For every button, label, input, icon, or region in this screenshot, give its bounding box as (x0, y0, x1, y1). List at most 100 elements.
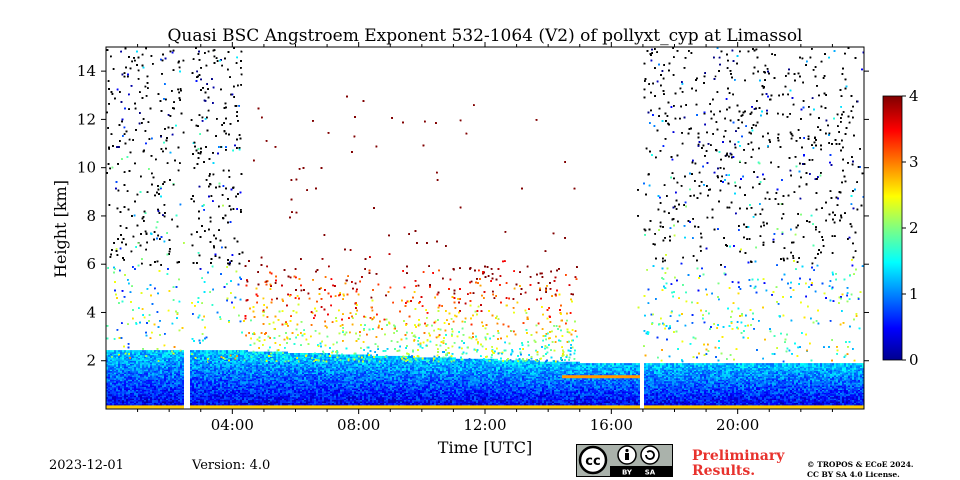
heatmap-cell (154, 400, 156, 403)
heatmap-cell (118, 395, 120, 398)
heatmap-cell (164, 366, 166, 369)
heatmap-cell (118, 392, 120, 395)
heatmap-cell (222, 371, 224, 374)
heatmap-cell (174, 374, 176, 377)
heatmap-cell (236, 371, 238, 374)
heatmap-cell (130, 363, 132, 366)
heatmap-cell (134, 377, 136, 380)
heatmap-cell (198, 355, 200, 359)
heatmap-cell (214, 354, 216, 357)
heatmap-cell (222, 395, 224, 398)
heatmap-cell (194, 371, 196, 374)
heatmap-cell (214, 389, 216, 392)
heatmap-cell (204, 396, 206, 399)
heatmap-cell (216, 384, 218, 388)
heatmap-cell (162, 396, 164, 399)
heatmap-cell (120, 377, 122, 380)
heatmap-cell (130, 357, 132, 360)
heatmap-cell (210, 358, 212, 361)
heatmap-cell (132, 387, 134, 390)
heatmap-cell (172, 383, 174, 386)
heatmap-cell (202, 360, 204, 363)
heatmap-cell (192, 374, 194, 377)
heatmap-cell (228, 397, 230, 401)
heatmap-cell (120, 389, 122, 392)
heatmap-cell (150, 379, 152, 382)
heatmap-cell (206, 379, 208, 382)
heatmap-cell (196, 390, 198, 393)
heatmap-cell (118, 380, 120, 383)
heatmap-cell (152, 387, 154, 390)
heatmap-cell (232, 402, 234, 405)
heatmap-cell (108, 400, 110, 403)
heatmap-cell (226, 353, 228, 356)
heatmap-cell (174, 392, 176, 395)
heatmap-cell (254, 363, 256, 366)
heatmap-cell (230, 376, 232, 379)
heatmap-cell (158, 390, 160, 393)
heatmap-cell (198, 390, 200, 393)
heatmap-cell (112, 357, 114, 360)
heatmap-cell (124, 387, 126, 390)
heatmap-cell (146, 384, 148, 388)
heatmap-cell (190, 377, 192, 380)
heatmap-cell (196, 377, 198, 380)
heatmap-cell (142, 382, 144, 385)
heatmap-cell (152, 400, 154, 403)
heatmap-cell (328, 353, 330, 356)
heatmap-cell (232, 355, 234, 359)
heatmap-cell (210, 384, 212, 388)
heatmap-cell (194, 370, 196, 373)
heatmap-cell (176, 387, 178, 390)
heatmap-cell (250, 368, 252, 372)
heatmap-cell (190, 402, 192, 405)
heatmap-cell (166, 403, 168, 406)
heatmap-cell (110, 400, 112, 403)
heatmap-cell (152, 366, 154, 369)
heatmap-cell (242, 364, 244, 367)
heatmap-cell (256, 405, 258, 409)
heatmap-cell (180, 382, 182, 385)
heatmap-cell (162, 395, 164, 398)
heatmap-cell (208, 376, 210, 379)
heatmap-cell (198, 379, 200, 382)
heatmap-cell (198, 357, 200, 360)
heatmap-cell (360, 405, 362, 409)
heatmap-cell (224, 400, 226, 403)
heatmap-cell (118, 377, 120, 380)
heatmap-cell (162, 364, 164, 367)
heatmap-cell (212, 380, 214, 383)
heatmap-cell (226, 380, 228, 383)
heatmap-cell (144, 376, 146, 379)
heatmap-cell (108, 360, 110, 363)
heatmap-cell (154, 396, 156, 399)
heatmap-cell (152, 396, 154, 399)
heatmap-cell (112, 360, 114, 363)
heatmap-cell (180, 397, 182, 401)
heatmap-cell (106, 386, 108, 389)
heatmap-cell (136, 403, 138, 406)
heatmap-cell (138, 405, 140, 409)
heatmap-cell (254, 361, 256, 364)
heatmap-cell (208, 400, 210, 403)
heatmap-cell (228, 384, 230, 388)
heatmap-cell (246, 368, 248, 372)
heatmap-cell (144, 358, 146, 361)
heatmap-cell (226, 351, 228, 354)
heatmap-cell (196, 400, 198, 403)
heatmap-cell (250, 387, 252, 390)
heatmap-cell (152, 395, 154, 398)
heatmap-cell (202, 387, 204, 390)
heatmap-cell (148, 379, 150, 382)
heatmap-cell (172, 395, 174, 398)
heatmap-cell (166, 366, 168, 369)
heatmap-cell (136, 370, 138, 373)
heatmap-cell (214, 395, 216, 398)
heatmap-cell (158, 370, 160, 373)
heatmap-cell (176, 379, 178, 382)
heatmap-cell (118, 371, 120, 374)
heatmap-cell (142, 364, 144, 367)
heatmap-cell (194, 361, 196, 364)
heatmap-cell (132, 402, 134, 405)
heatmap-cell (140, 363, 142, 366)
